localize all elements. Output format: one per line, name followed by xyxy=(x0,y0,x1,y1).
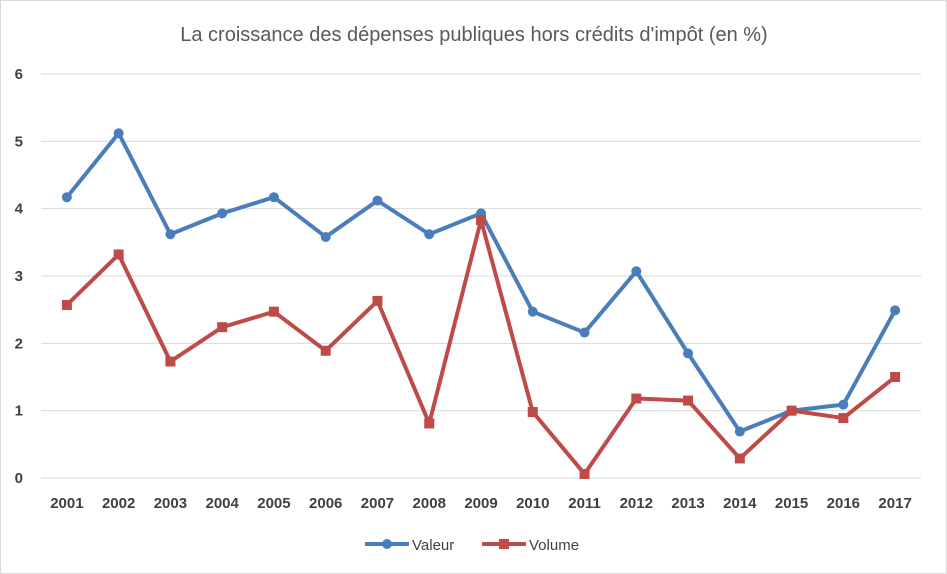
x-tick-label: 2001 xyxy=(50,495,83,512)
y-tick-label: 3 xyxy=(15,268,23,285)
x-tick-label: 2009 xyxy=(464,495,497,512)
x-axis-ticks: 2001 2002 2003 2004 2005 2006 2007 2008 2009 2010… xyxy=(50,495,912,512)
data-point xyxy=(631,266,642,277)
legend-label-valeur: Valeur xyxy=(412,537,454,554)
gridlines xyxy=(41,73,921,479)
legend: Valeur Volume xyxy=(365,537,579,554)
x-tick-label: 2013 xyxy=(671,495,704,512)
y-tick-label: 1 xyxy=(15,403,23,420)
x-tick-label: 2006 xyxy=(309,495,342,512)
series-layer xyxy=(61,128,901,479)
data-point xyxy=(890,372,901,382)
data-point xyxy=(579,327,590,338)
legend-item-valeur: Valeur xyxy=(365,537,454,554)
y-tick-label: 6 xyxy=(15,66,23,83)
series-line-volume xyxy=(64,218,898,476)
legend-marker-valeur xyxy=(382,539,392,549)
x-tick-label: 2017 xyxy=(878,495,911,512)
x-tick-label: 2012 xyxy=(620,495,653,512)
x-tick-label: 2007 xyxy=(361,495,394,512)
data-point xyxy=(217,322,228,333)
data-point xyxy=(890,305,901,316)
data-point xyxy=(372,295,383,306)
data-point xyxy=(217,208,228,219)
data-point xyxy=(320,345,331,356)
data-point xyxy=(476,215,486,226)
x-tick-label: 2016 xyxy=(827,495,860,512)
data-point xyxy=(61,299,72,310)
x-tick-label: 2010 xyxy=(516,495,549,512)
data-point xyxy=(165,356,176,367)
x-tick-label: 2014 xyxy=(723,495,757,512)
data-point xyxy=(424,229,435,240)
data-point xyxy=(734,453,745,464)
series-valeur xyxy=(61,128,901,437)
y-axis-ticks: 0 1 2 3 4 5 6 xyxy=(15,66,24,487)
data-point xyxy=(113,128,124,139)
data-point xyxy=(683,395,694,406)
x-tick-label: 2008 xyxy=(413,495,446,512)
x-tick-label: 2015 xyxy=(775,495,808,512)
data-point xyxy=(527,306,538,317)
data-point xyxy=(838,413,849,424)
data-point xyxy=(268,306,279,317)
data-point xyxy=(372,195,383,206)
legend-label-volume: Volume xyxy=(529,537,579,554)
data-point xyxy=(165,229,176,240)
data-point xyxy=(683,348,694,359)
y-tick-label: 0 xyxy=(15,470,23,487)
data-point xyxy=(61,192,72,203)
data-point xyxy=(424,418,435,429)
data-point xyxy=(786,405,797,416)
legend-item-volume: Volume xyxy=(482,537,579,554)
x-tick-label: 2003 xyxy=(154,495,187,512)
data-point xyxy=(320,231,331,242)
series-volume xyxy=(61,215,901,479)
data-point xyxy=(113,249,124,260)
data-point xyxy=(734,426,745,437)
y-tick-label: 2 xyxy=(15,335,23,352)
series-line-valeur xyxy=(64,131,898,434)
y-tick-label: 4 xyxy=(15,201,24,218)
x-tick-label: 2011 xyxy=(568,495,601,512)
data-point xyxy=(838,399,849,410)
y-tick-label: 5 xyxy=(15,133,23,150)
data-point xyxy=(579,468,590,479)
legend-marker-volume xyxy=(499,539,509,549)
data-point xyxy=(631,393,642,404)
data-point xyxy=(268,192,279,203)
x-tick-label: 2005 xyxy=(257,495,290,512)
chart-title: La croissance des dépenses publiques hor… xyxy=(180,24,767,46)
data-point xyxy=(527,407,538,418)
x-tick-label: 2002 xyxy=(102,495,135,512)
x-tick-label: 2004 xyxy=(205,495,239,512)
